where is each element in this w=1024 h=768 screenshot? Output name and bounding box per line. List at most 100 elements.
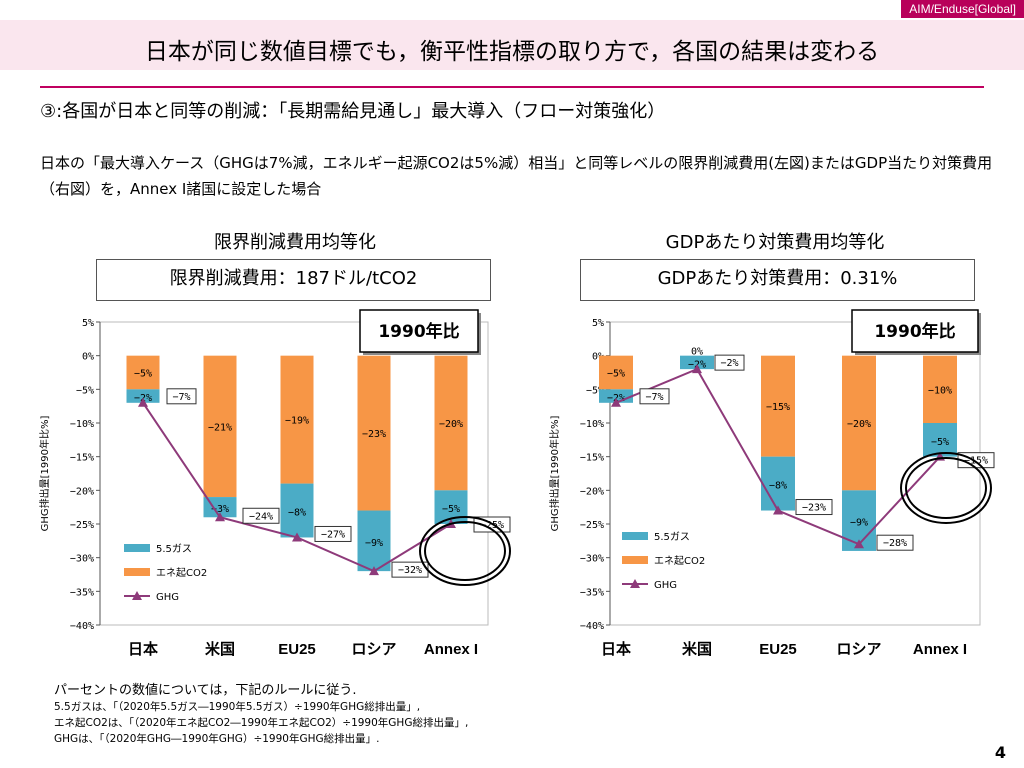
y-tick-label: 0%	[592, 352, 604, 363]
y-tick-label: −30%	[70, 554, 94, 565]
bar-gas55	[923, 423, 957, 457]
legend-label: 5.5ガス	[654, 531, 690, 543]
y-tick-label: −40%	[580, 621, 604, 632]
ghg-label-box	[639, 388, 670, 405]
legend-swatch-gas55	[622, 532, 648, 540]
right-chart: 5%0%−5%−10%−15%−20%−25%−30%−35%−40%GHG排出…	[548, 309, 995, 658]
gas55-data-label: −8%	[288, 508, 306, 519]
legend-label: エネ起CO2	[156, 567, 207, 579]
ghg-data-label: −7%	[172, 392, 190, 403]
ghg-data-label: −24%	[249, 511, 273, 522]
title-divider	[40, 86, 984, 88]
y-tick-label: −15%	[580, 453, 604, 464]
bar-gas55	[126, 389, 160, 403]
co2-data-label: −20%	[439, 419, 463, 430]
x-category-label: EU25	[278, 641, 316, 658]
title-band	[0, 20, 1024, 70]
y-axis-label: GHG排出量[1990年比%]	[548, 416, 561, 532]
gas55-data-label: −5%	[442, 504, 460, 515]
y-tick-label: −10%	[70, 419, 94, 430]
note-line: 5.5ガスは、「（2020年5.5ガス―1990年5.5ガス）÷1990年GHG…	[54, 701, 421, 713]
x-category-label: EU25	[759, 641, 797, 658]
co2-data-label: −21%	[208, 422, 232, 433]
x-category-label: Annex I	[913, 641, 967, 658]
ghg-data-label: −28%	[883, 538, 907, 549]
ghg-data-label: −23%	[802, 503, 826, 514]
left-chart: 5% 0% −5% −10% −15% −20% −25% −30% −35% −40% GHG排出…	[38, 309, 511, 658]
note-line: パーセントの数値については，下記のルールに従う.	[54, 683, 357, 698]
y-tick-label: −5%	[76, 385, 94, 396]
x-category-label: 米国	[205, 640, 235, 658]
bar-co2	[434, 355, 468, 491]
ghg-marker	[138, 397, 148, 407]
ghg-label-box	[876, 534, 914, 551]
ghg-marker	[292, 532, 302, 542]
right-chart-box-label: GDPあたり対策費用：0.31%	[580, 259, 975, 301]
ghg-marker	[854, 539, 864, 549]
ghg-label-box	[314, 525, 352, 542]
bar-co2	[357, 355, 391, 511]
bar-co2	[923, 355, 957, 423]
bar-co2	[599, 355, 633, 390]
ghg-marker	[692, 364, 702, 374]
ghg-marker	[369, 566, 379, 576]
badge-box	[359, 309, 479, 353]
gas55-data-label: −9%	[365, 538, 383, 549]
gas55-data-label: −5%	[931, 437, 949, 448]
ghg-data-label: −7%	[645, 392, 663, 403]
y-tick-label: −5%	[586, 385, 604, 396]
ghg-label-box	[714, 354, 745, 371]
page-number: 4	[994, 743, 1006, 762]
ghg-data-label: −25%	[480, 520, 504, 531]
highlight-ellipse	[419, 516, 511, 586]
x-category-label: Annex I	[424, 641, 478, 658]
x-category-label: ロシア	[351, 641, 396, 658]
y-tick-label: 5%	[592, 318, 604, 329]
co2-data-label: 0%	[691, 347, 703, 358]
x-category-label: 日本	[601, 640, 631, 658]
ghg-data-label: −27%	[321, 529, 345, 540]
badge-label: 1990年比	[874, 321, 955, 342]
y-tick-label: 5%	[82, 318, 94, 329]
legend-marker-ghg	[630, 579, 640, 588]
slide-description: 日本の「最大導入ケース（GHGは7%減，エネルギー起源CO2は5%減）相当」と同…	[40, 154, 993, 198]
bar-gas55	[357, 510, 391, 572]
co2-data-label: −19%	[285, 416, 309, 427]
notes: パーセントの数値については，下記のルールに従う. 5.5ガスは、「（2020年5…	[54, 683, 468, 747]
legend-swatch-co2	[622, 556, 648, 564]
y-tick-label: −35%	[580, 587, 604, 598]
co2-data-label: −20%	[847, 419, 871, 430]
bar-gas55	[203, 497, 237, 518]
ghg-marker	[215, 512, 225, 522]
note-line: GHGは、「（2020年GHG―1990年GHG）÷1990年GHG総排出量」.	[54, 733, 380, 745]
y-tick-label: −20%	[70, 486, 94, 497]
source-tag: AIM/Enduse[Global]	[901, 0, 1024, 18]
y-tick-label: −25%	[70, 520, 94, 531]
x-category-label: ロシア	[836, 641, 881, 658]
highlight-ellipse	[424, 521, 506, 581]
legend-swatch-co2	[124, 568, 150, 576]
highlight-ellipse	[905, 457, 987, 519]
y-tick-label: 0%	[82, 352, 94, 363]
co2-data-label: −23%	[362, 429, 386, 440]
bar-gas55	[280, 483, 314, 538]
legend-label: 5.5ガス	[156, 543, 192, 555]
badge-box	[851, 309, 979, 353]
left-chart-heading: 限界削減費用均等化	[214, 232, 376, 253]
gas55-data-label: −3%	[211, 504, 229, 515]
bar-co2	[842, 355, 876, 491]
bar-gas55	[761, 456, 795, 511]
y-tick-label: −40%	[70, 621, 94, 632]
ghg-marker	[773, 505, 783, 515]
y-tick-label: −25%	[580, 520, 604, 531]
co2-data-label: −5%	[134, 369, 152, 380]
legend-swatch-gas55	[124, 544, 150, 552]
y-tick-label: −35%	[70, 587, 94, 598]
gas55-data-label: −8%	[769, 481, 787, 492]
slide-title: 日本が同じ数値目標でも，衡平性指標の取り方で，各国の結果は変わる	[144, 39, 880, 65]
bar-gas55	[680, 355, 714, 370]
x-category-label: 日本	[128, 640, 158, 658]
badge-label: 1990年比	[378, 321, 459, 342]
y-tick-label: −20%	[580, 486, 604, 497]
gas55-data-label: −9%	[850, 518, 868, 529]
